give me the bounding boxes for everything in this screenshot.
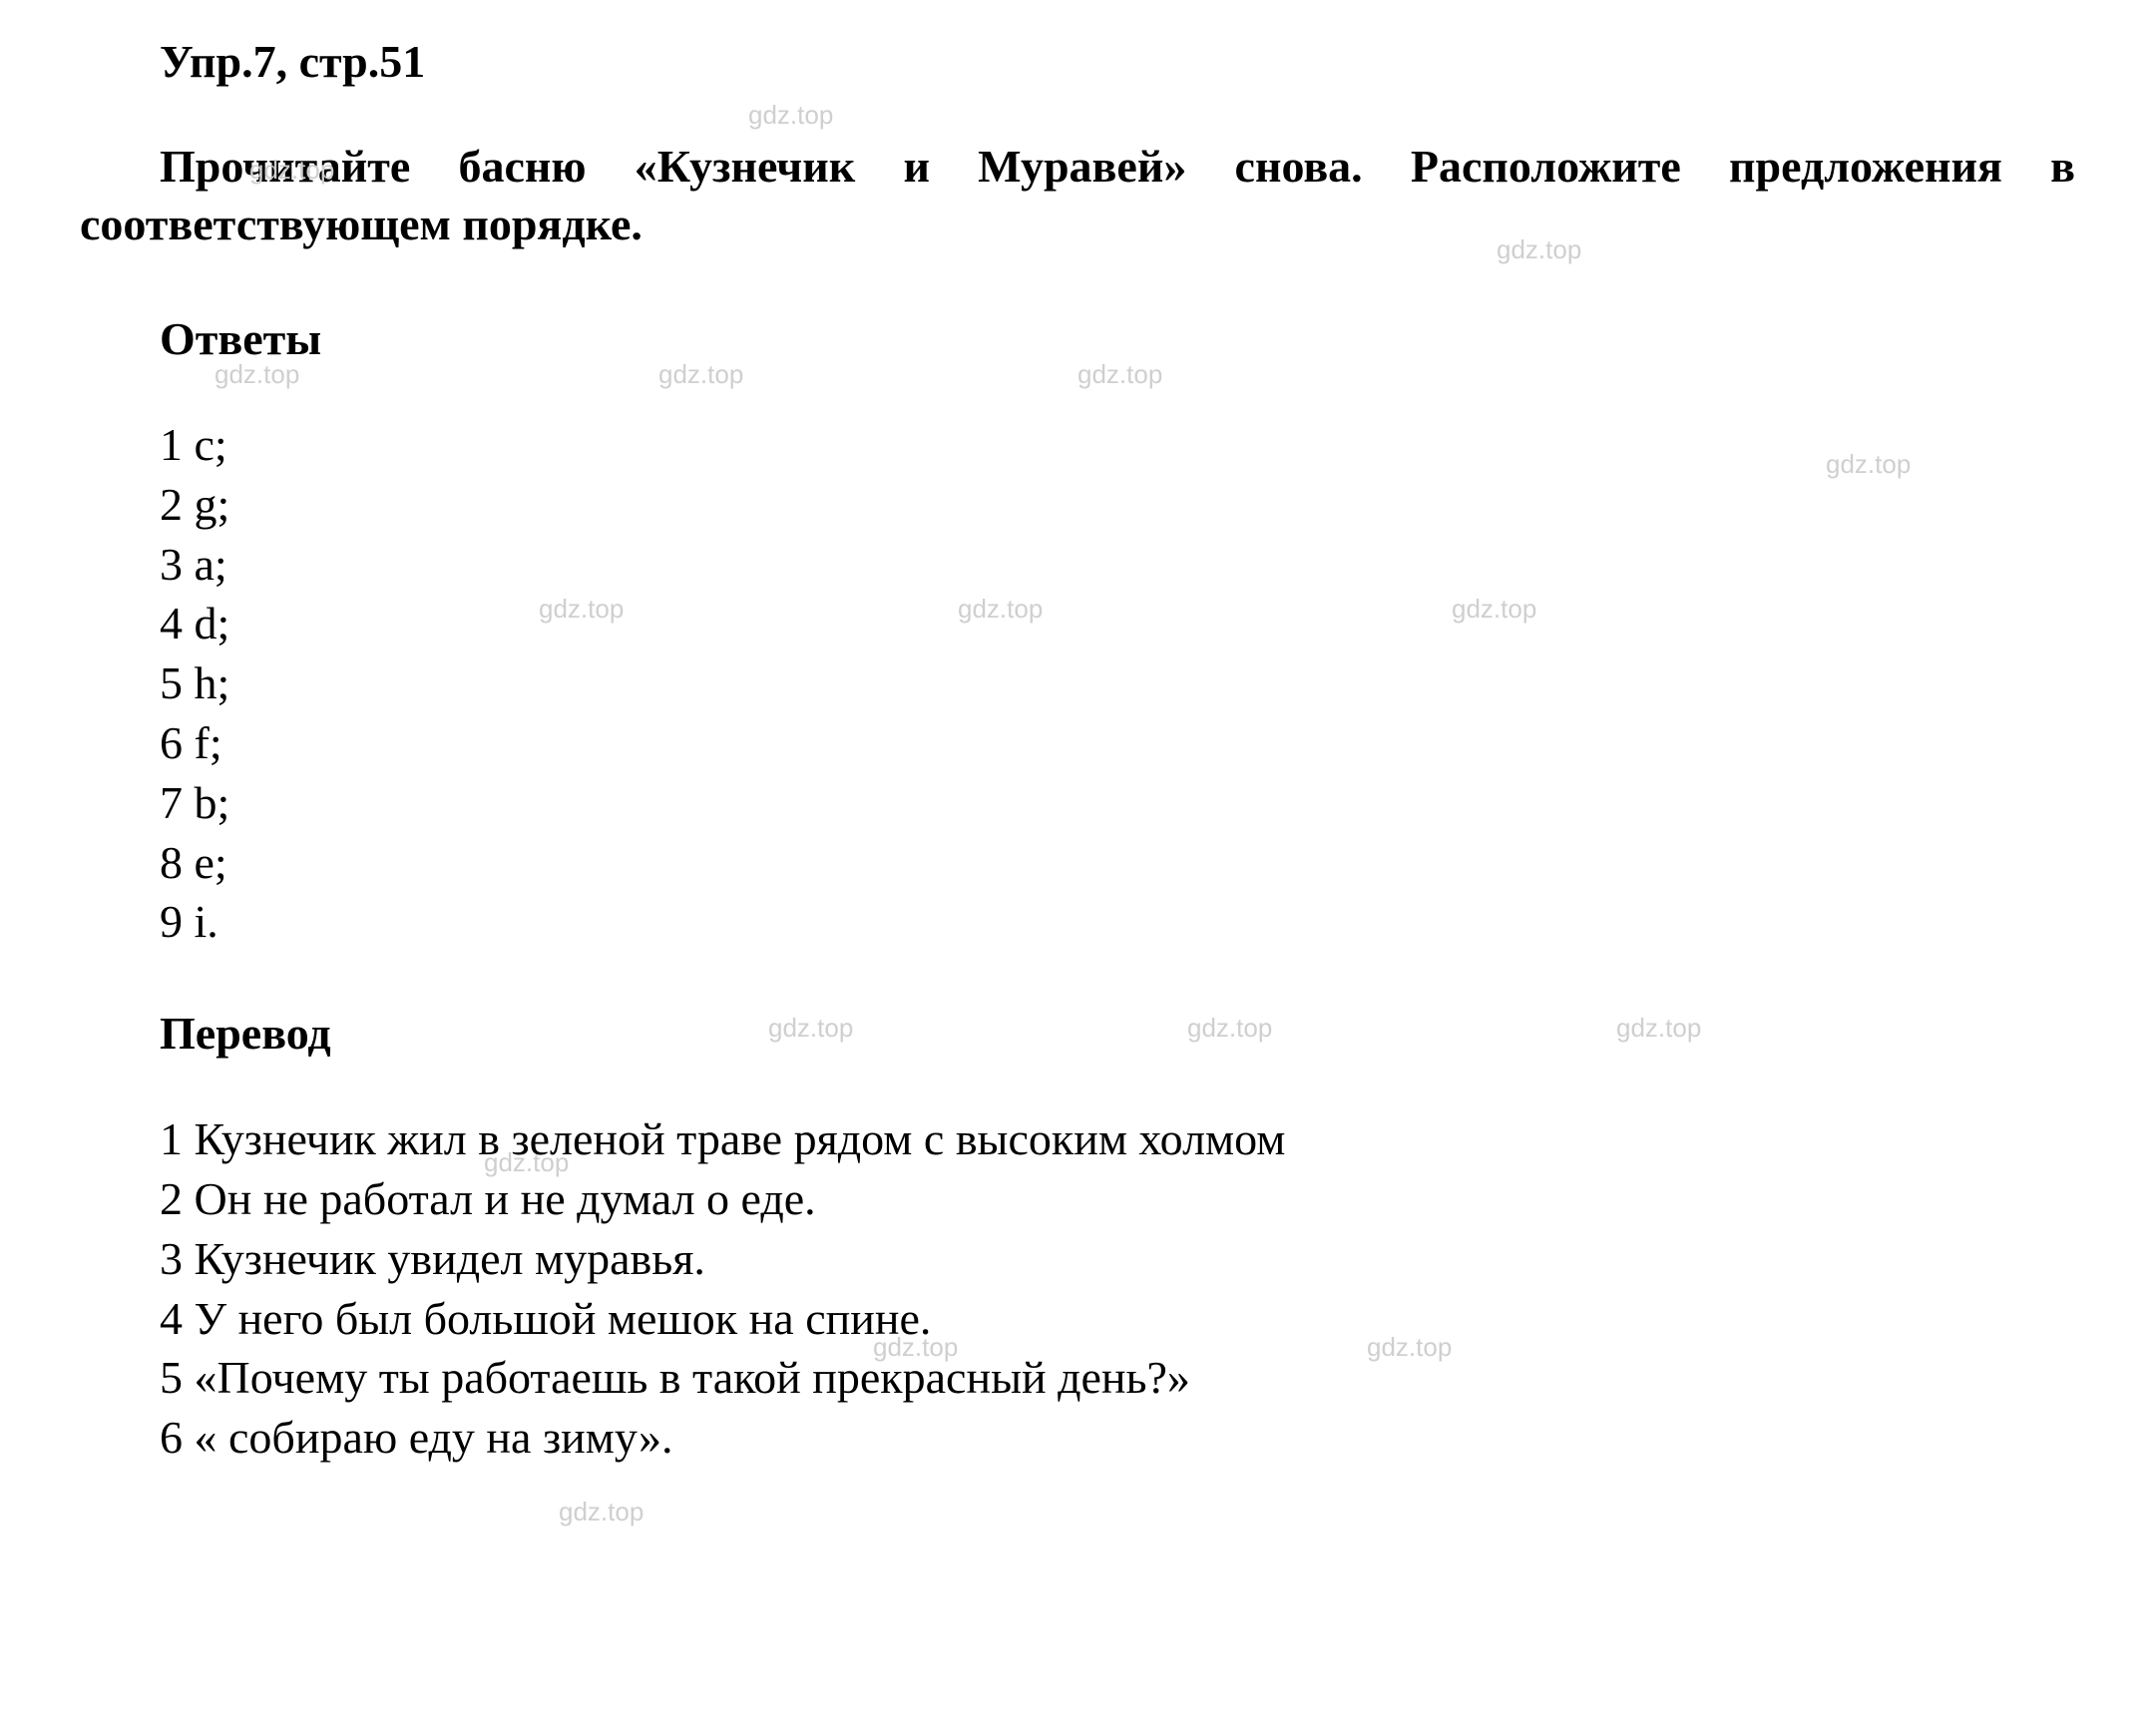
translation-row: 3 Кузнечик увидел муравья. (160, 1229, 2075, 1289)
exercise-title: Упр.7, стр.51 (80, 35, 2075, 88)
answer-row: 1 c; (160, 415, 2075, 475)
translation-row: 1 Кузнечик жил в зеленой траве рядом с в… (160, 1109, 2075, 1169)
content-block: Упр.7, стр.51 Прочитайте басню «Кузнечик… (80, 35, 2075, 1468)
translation-list: 1 Кузнечик жил в зеленой траве рядом с в… (80, 1109, 2075, 1468)
answer-row: 8 e; (160, 833, 2075, 893)
watermark-text: gdz.top (559, 1497, 644, 1527)
answer-row: 6 f; (160, 713, 2075, 773)
answer-row: 3 a; (160, 535, 2075, 595)
answer-row: 5 h; (160, 653, 2075, 713)
answers-list: 1 c; 2 g; 3 a; 4 d; 5 h; 6 f; 7 b; 8 e; … (80, 415, 2075, 952)
translation-row: 2 Он не работал и не думал о еде. (160, 1169, 2075, 1229)
translation-row: 4 У него был большой мешок на спине. (160, 1289, 2075, 1349)
translation-row: 5 «Почему ты работаешь в такой прекрасны… (160, 1348, 2075, 1408)
answer-row: 9 i. (160, 892, 2075, 952)
page-root: Упр.7, стр.51 Прочитайте басню «Кузнечик… (0, 0, 2156, 1733)
answer-row: 2 g; (160, 475, 2075, 535)
instruction-text: Прочитайте басню «Кузнечик и Муравей» сн… (80, 138, 2075, 252)
answers-heading: Ответы (80, 312, 2075, 365)
answer-row: 7 b; (160, 773, 2075, 833)
translation-row: 6 « собираю еду на зиму». (160, 1408, 2075, 1468)
translation-heading: Перевод (80, 1007, 2075, 1060)
answer-row: 4 d; (160, 594, 2075, 653)
